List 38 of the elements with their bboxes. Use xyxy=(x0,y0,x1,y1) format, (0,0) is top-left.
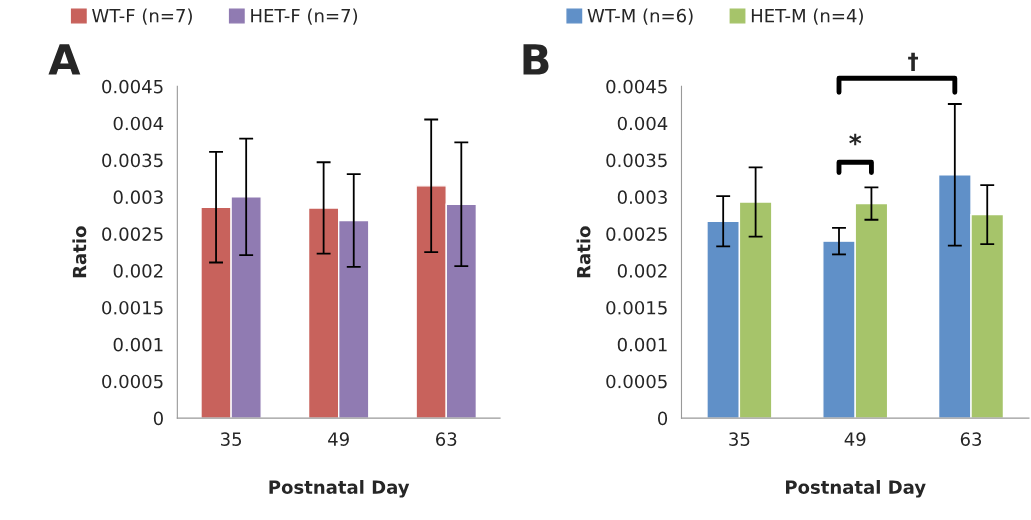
y-tick-label: 0.0035 xyxy=(606,153,667,168)
y-tick-label: 0.003 xyxy=(617,190,667,205)
y-tick-label: 0.0045 xyxy=(606,79,667,94)
y-tick-label: 0.0025 xyxy=(606,227,667,241)
y-tick-label: 0 xyxy=(658,411,668,426)
y-tick-label: 0.0025 xyxy=(102,227,163,241)
x-tick-label: 35 xyxy=(221,432,242,446)
x-tick-label: 35 xyxy=(729,432,750,446)
legend-label: HET-M (n=4) xyxy=(751,8,863,25)
y-tick-label: 0 xyxy=(153,411,163,426)
text: † xyxy=(908,52,919,71)
y-tick-label: 0.0035 xyxy=(102,153,163,168)
x-tick-label: 63 xyxy=(436,432,457,446)
y-tick-label: 0.0005 xyxy=(606,374,667,389)
y-tick-label: 0.0015 xyxy=(102,300,163,315)
annotation: * xyxy=(849,133,862,146)
y-tick-label: 0.0015 xyxy=(606,300,667,315)
y-axis-title: Ratio xyxy=(72,226,87,278)
y-tick-label: 0.004 xyxy=(617,116,668,131)
y-tick-label: 0.004 xyxy=(113,116,164,131)
y-axis-title: Ratio xyxy=(576,226,591,278)
y-tick-label: 0.0045 xyxy=(102,79,163,94)
x-axis-title: Postnatal Day xyxy=(269,480,410,498)
x-tick-label: 63 xyxy=(960,432,982,446)
legend-label: WT-F (n=7) xyxy=(92,8,192,25)
x-tick-label: 49 xyxy=(328,432,349,446)
x-axis-title: Postnatal Day xyxy=(786,480,926,498)
legend-label: HET-F (n=7) xyxy=(251,8,358,25)
y-tick-label: 0.0005 xyxy=(102,374,163,389)
y-tick-label: 0.002 xyxy=(113,264,163,278)
text: A xyxy=(48,44,81,75)
x-tick-label: 49 xyxy=(844,432,866,446)
y-tick-label: 0.003 xyxy=(113,190,163,205)
y-tick-label: 0.001 xyxy=(113,337,163,352)
legend-label: WT-M (n=6) xyxy=(587,8,693,25)
y-tick-label: 0.001 xyxy=(617,337,667,352)
text: B xyxy=(523,44,549,75)
y-tick-label: 0.002 xyxy=(617,264,667,278)
